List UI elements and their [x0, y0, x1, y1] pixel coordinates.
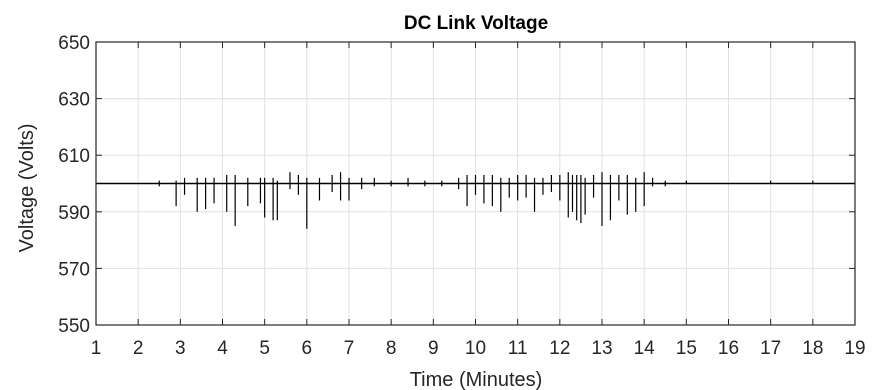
x-tick-label: 11	[508, 338, 528, 359]
y-tick-labels: 550 570 590 610 630 650	[58, 33, 90, 337]
y-tick-label: 550	[58, 316, 90, 337]
x-axis-label: Time (Minutes)	[410, 369, 543, 390]
axes-frame	[95, 41, 856, 326]
x-tick-label: 16	[718, 338, 739, 359]
x-tick-label: 2	[133, 338, 144, 359]
x-tick-label: 8	[386, 338, 397, 359]
chart-title: DC Link Voltage	[404, 13, 548, 34]
x-tick-labels: 1 2 3 4 5 6 7 8 9 10 11 12 13 14 15 16 17 18 19	[91, 338, 866, 359]
x-tick-label: 5	[259, 338, 270, 359]
x-tick-label: 6	[302, 338, 313, 359]
plot-area	[96, 172, 855, 229]
x-tick-label: 12	[549, 338, 570, 359]
x-tick-label: 13	[591, 338, 612, 359]
y-tick-label: 570	[58, 259, 90, 280]
x-tick-label: 7	[344, 338, 355, 359]
y-tick-label: 610	[58, 146, 90, 167]
x-tick-label: 4	[217, 338, 228, 359]
x-tick-label: 18	[802, 338, 823, 359]
y-axis-label: Voltage (Volts)	[16, 124, 38, 253]
y-tick-label: 590	[58, 203, 90, 224]
axes-box	[95, 41, 856, 326]
y-tick-label: 650	[58, 33, 90, 54]
x-tick-label: 14	[634, 338, 656, 359]
x-tick-label: 9	[428, 338, 439, 359]
x-tick-label: 3	[175, 338, 186, 359]
x-tick-label: 10	[465, 338, 486, 359]
y-tick-label: 630	[58, 90, 90, 111]
x-tick-label: 1	[91, 338, 102, 359]
x-tick-label: 19	[844, 338, 865, 359]
x-tick-label: 17	[760, 338, 781, 359]
x-tick-label: 15	[676, 338, 697, 359]
